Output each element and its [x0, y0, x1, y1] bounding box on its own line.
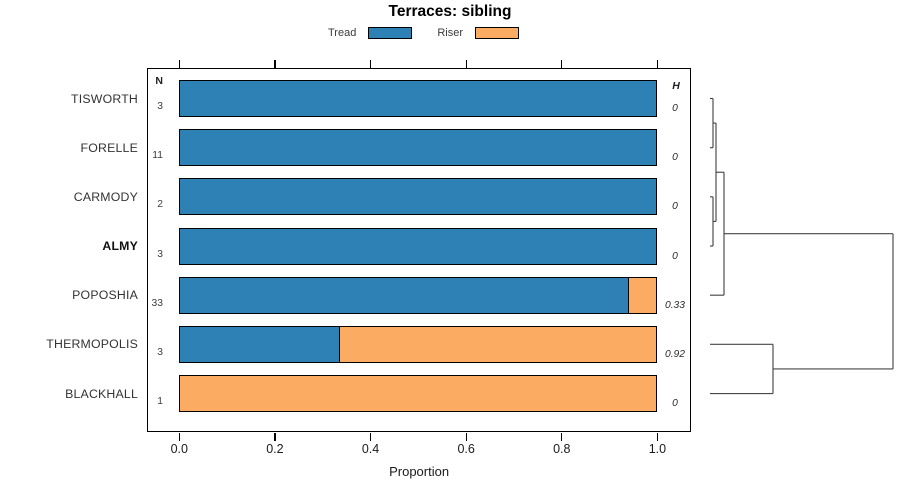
bar-segment-tread: [180, 277, 628, 313]
bar-segment-tread: [180, 228, 657, 264]
x-tick-bottom: [274, 432, 276, 441]
x-tick-label: 0.2: [266, 442, 284, 456]
h-value: 0.92: [664, 348, 686, 360]
bar-segment-riser: [627, 277, 657, 313]
x-tick-label: 0.6: [457, 442, 475, 456]
legend: Tread Riser: [328, 25, 544, 41]
bar-row: [179, 325, 658, 363]
h-value: 0: [672, 103, 678, 114]
x-tick-top: [369, 60, 372, 69]
x-tick-top: [274, 60, 276, 69]
bar-segment-tread: [180, 130, 657, 166]
x-tick-bottom: [465, 432, 467, 441]
n-column-header: N: [155, 75, 163, 87]
x-tick-bottom: [369, 432, 372, 441]
chart-title: Terraces: sibling: [388, 3, 512, 20]
h-value: 0.33: [664, 299, 686, 311]
h-column-header: H: [672, 80, 680, 92]
bar-row: [179, 276, 658, 314]
bar-row: [179, 375, 658, 413]
x-tick-bottom: [656, 432, 658, 441]
h-value: 0: [672, 398, 678, 410]
legend-label-riser: Riser: [437, 27, 463, 39]
bar-segment-riser: [338, 326, 657, 362]
x-tick-label: 0.0: [170, 442, 188, 456]
x-tick-bottom: [561, 432, 563, 441]
n-value: 11: [152, 150, 163, 162]
row-label: FORELLE: [80, 140, 138, 155]
x-tick-label: 1.0: [648, 442, 667, 456]
bar-segment-tread: [180, 81, 657, 116]
legend-label-tread: Tread: [328, 27, 357, 39]
x-tick-bottom: [178, 432, 180, 441]
x-tick-top: [656, 60, 658, 69]
bar-row: [179, 227, 658, 265]
n-value: 3: [157, 101, 163, 112]
row-label: POPOSHIA: [72, 288, 138, 303]
h-value: 0: [672, 152, 678, 164]
row-label: ALMY: [102, 239, 138, 253]
row-label: TISWORTH: [71, 91, 138, 106]
x-tick-top: [561, 60, 563, 69]
bar-row: [179, 129, 658, 167]
legend-swatch-riser: [475, 27, 519, 39]
bar-row: [179, 178, 658, 216]
bar-segment-tread: [180, 326, 339, 362]
bar-row: [179, 80, 658, 117]
h-value: 0: [672, 201, 678, 213]
h-value: 0: [672, 250, 678, 262]
n-value: 1: [157, 396, 163, 408]
n-value: 33: [151, 297, 163, 309]
x-axis-label: Proportion: [389, 464, 450, 479]
x-tick-top: [465, 60, 467, 69]
n-value: 2: [157, 199, 163, 211]
row-label: THERMOPOLIS: [46, 337, 138, 352]
x-tick-label: 0.8: [553, 442, 571, 456]
bar-segment-tread: [180, 179, 657, 215]
row-label: BLACKHALL: [65, 386, 138, 401]
x-tick-top: [178, 60, 180, 69]
n-value: 3: [157, 346, 163, 358]
n-value: 3: [157, 248, 163, 260]
row-label: CARMODY: [73, 189, 138, 204]
x-tick-label: 0.4: [361, 442, 380, 456]
bar-segment-riser: [180, 376, 657, 412]
legend-swatch-tread: [368, 27, 413, 39]
